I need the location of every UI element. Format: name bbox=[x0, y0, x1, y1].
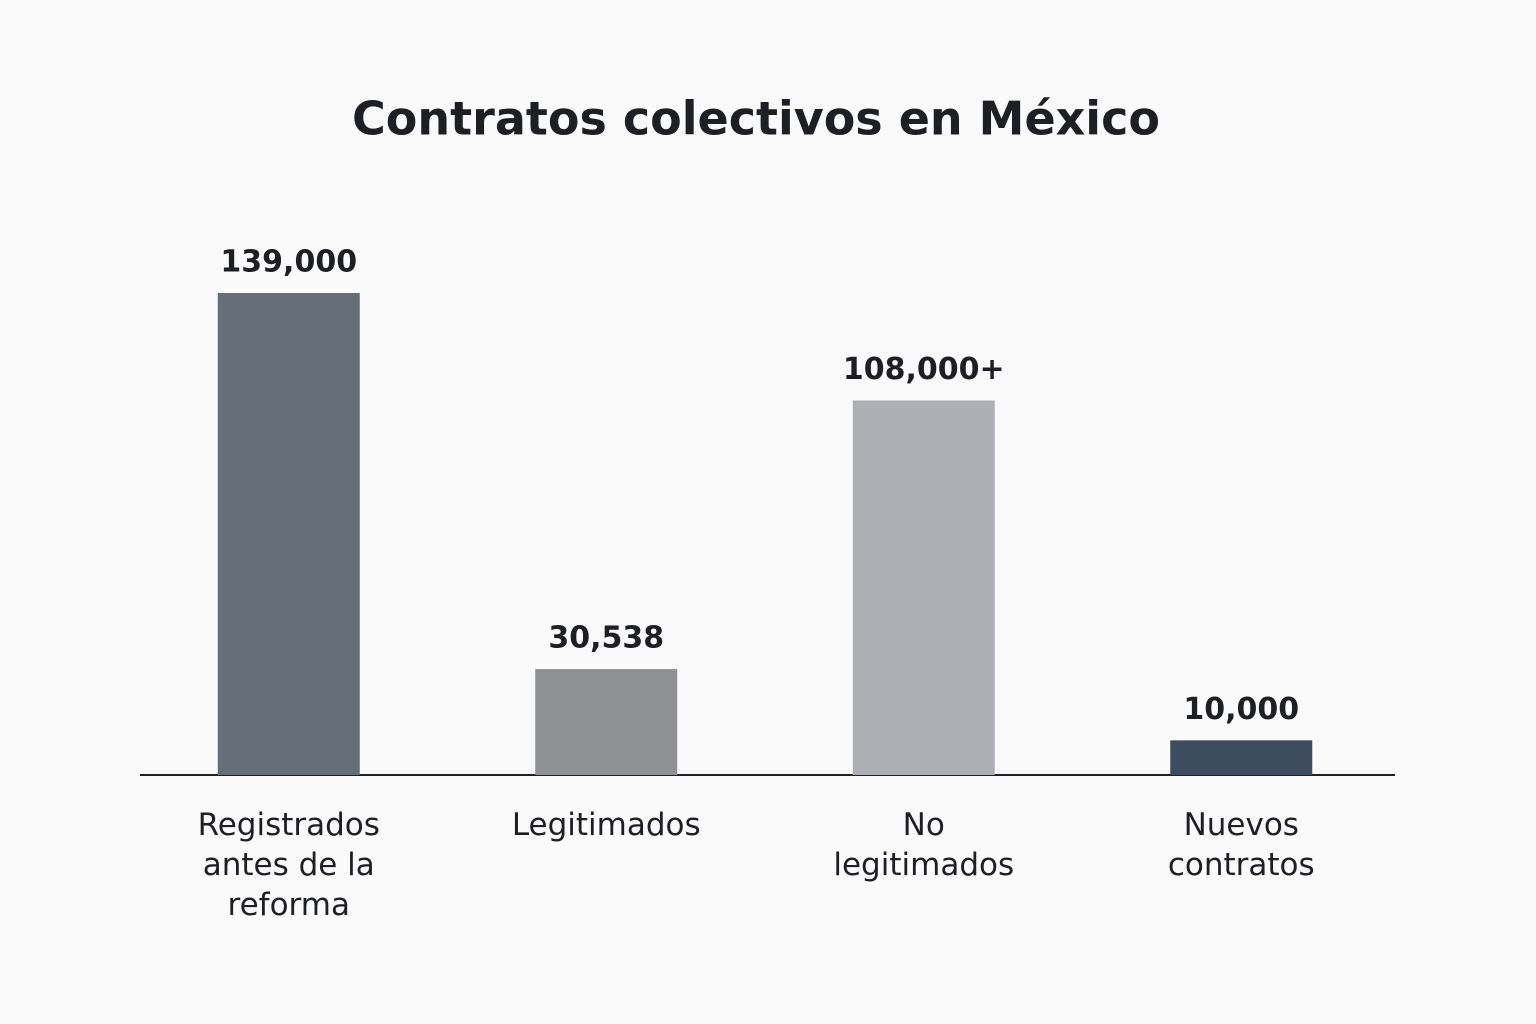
bar bbox=[217, 293, 360, 775]
value-label: 108,000+ bbox=[843, 352, 1005, 387]
value-label: 30,538 bbox=[548, 621, 664, 656]
x-tick-label: No legitimados bbox=[833, 807, 1015, 883]
bar bbox=[852, 400, 995, 775]
value-label: 10,000 bbox=[1183, 692, 1299, 727]
x-tick-label: Nuevos contratos bbox=[1167, 807, 1315, 883]
bar bbox=[1170, 740, 1313, 775]
x-tick-label: Legitimados bbox=[511, 807, 701, 843]
bar bbox=[535, 669, 678, 775]
chart-title: Contratos colectivos en México bbox=[352, 92, 1160, 146]
x-tick-label: Registrados antes de la reforma bbox=[197, 807, 380, 923]
value-label: 139,000 bbox=[220, 245, 357, 280]
